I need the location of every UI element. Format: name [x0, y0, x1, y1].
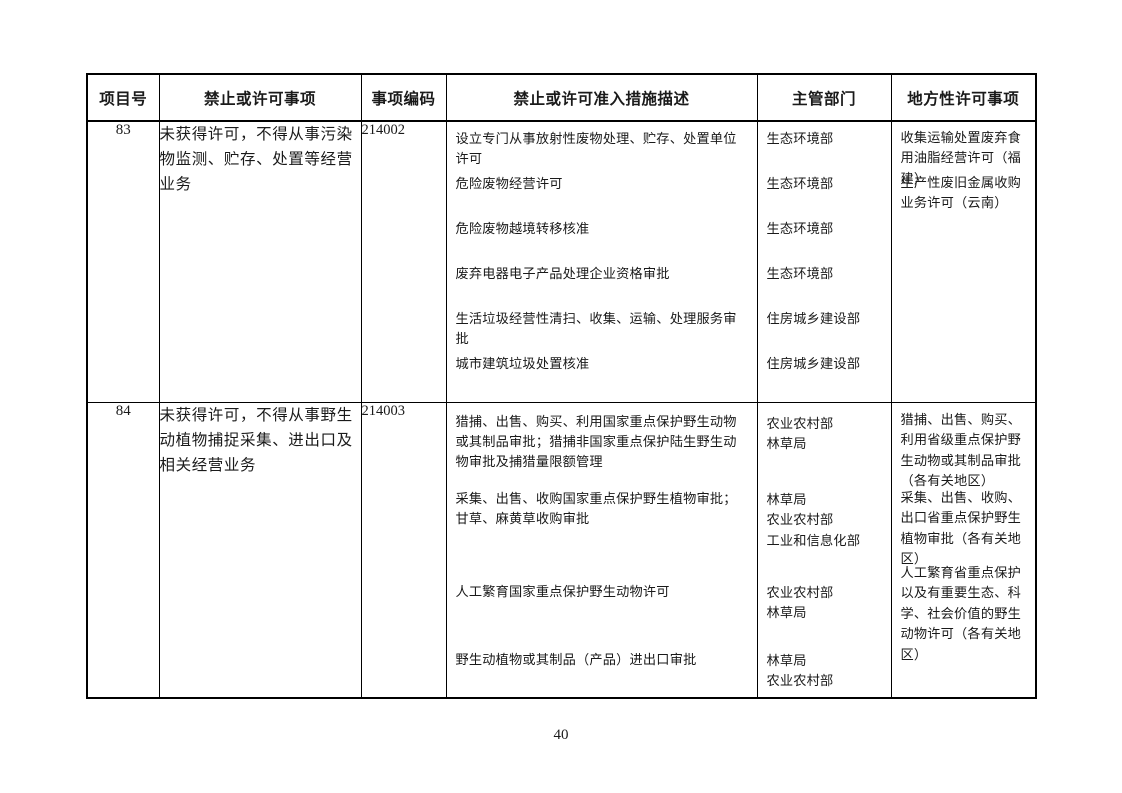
- department-name: 林草局 农业农村部: [766, 654, 834, 690]
- cell-departments: 生态环境部 生态环境部 生态环境部 生态环境部 住房城乡建设部: [756, 120, 892, 403]
- measure-block: 城市建筑垃圾处置核准: [447, 355, 757, 375]
- column-header-department: 主管部门: [756, 74, 892, 122]
- market-access-negative-list-table: 项目号 禁止或许可事项 事项编码 禁止或许可准入措施描述 主管部门 地方性许可事…: [86, 73, 1037, 699]
- department-name: 生态环境部: [766, 222, 834, 237]
- department-name: 住房城乡建设部: [766, 312, 861, 327]
- department-name: 林草局 农业农村部 工业和信息化部: [766, 493, 861, 549]
- measure-block: 废弃电器电子产品处理企业资格审批: [447, 265, 757, 285]
- cell-item-code: 214002: [360, 120, 447, 403]
- department-block: 林草局 农业农村部: [758, 652, 891, 693]
- measure-block: 人工繁育国家重点保护野生动物许可: [447, 583, 757, 603]
- cell-measure-descriptions: 设立专门从事放射性废物处理、贮存、处置单位许可 危险废物经营许可 危险废物越境转…: [445, 120, 758, 403]
- measure-block: 猎捕、出售、购买、利用国家重点保护野生动物或其制品审批；猎捕非国家重点保护陆生野…: [447, 413, 757, 473]
- measure-description: 人工繁育国家重点保护野生动物许可: [455, 585, 670, 600]
- department-block: 农业农村部 林草局: [758, 415, 891, 456]
- cell-local-permits: 猎捕、出售、购买、利用省级重点保护野生动物或其制品审批（各有关地区） 采集、出售…: [890, 402, 1037, 699]
- local-permit-block: 生产性废旧金属收购业务许可（云南）: [892, 174, 1036, 215]
- department-name: 生态环境部: [766, 177, 834, 192]
- local-permit-item: 采集、出售、收购、出口省重点保护野生植物审批（各有关地区）: [900, 491, 1021, 568]
- cell-measure-descriptions: 猎捕、出售、购买、利用国家重点保护野生动物或其制品审批；猎捕非国家重点保护陆生野…: [445, 402, 758, 699]
- measure-description: 生活垃圾经营性清扫、收集、运输、处理服务审批: [455, 312, 737, 348]
- measure-description: 设立专门从事放射性废物处理、贮存、处置单位许可: [455, 132, 737, 168]
- cell-local-permits: 收集运输处置废弃食用油脂经营许可（福建） 生产性废旧金属收购业务许可（云南）: [890, 120, 1037, 403]
- table-body: 83 未获得许可，不得从事污染物监测、贮存、处置等经营业务 214002 设立专…: [86, 120, 1037, 699]
- measure-description: 危险废物越境转移核准: [455, 222, 590, 237]
- department-name: 生态环境部: [766, 132, 834, 147]
- measure-block: 野生动植物或其制品（产品）进出口审批: [447, 651, 757, 671]
- department-block: 生态环境部: [758, 265, 891, 285]
- department-name: 农业农村部 林草局: [766, 417, 834, 453]
- measure-description: 废弃电器电子产品处理企业资格审批: [455, 267, 670, 282]
- local-permit-block: 收集运输处置废弃食用油脂经营许可（福建）: [892, 129, 1036, 190]
- department-name: 住房城乡建设部: [766, 357, 861, 372]
- department-block: 生态环境部: [758, 130, 891, 150]
- column-header-measure-desc: 禁止或许可准入措施描述: [445, 74, 758, 122]
- measure-block: 危险废物越境转移核准: [447, 220, 757, 240]
- department-name: 生态环境部: [766, 267, 834, 282]
- measure-block: 生活垃圾经营性清扫、收集、运输、处理服务审批: [447, 310, 757, 350]
- measure-description: 猎捕、出售、购买、利用国家重点保护野生动物或其制品审批；猎捕非国家重点保护陆生野…: [455, 415, 737, 471]
- cell-item-number: 83: [86, 120, 160, 403]
- local-permit-item: 生产性废旧金属收购业务许可（云南）: [900, 176, 1021, 212]
- column-header-local-permit: 地方性许可事项: [890, 74, 1037, 122]
- column-header-prohibited-item: 禁止或许可事项: [158, 74, 362, 122]
- cell-prohibited-item: 未获得许可，不得从事野生动植物捕捉采集、进出口及相关经营业务: [158, 402, 362, 699]
- table-header: 项目号 禁止或许可事项 事项编码 禁止或许可准入措施描述 主管部门 地方性许可事…: [86, 74, 1037, 122]
- measure-description: 野生动植物或其制品（产品）进出口审批: [455, 653, 697, 668]
- cell-item-code: 214003: [360, 402, 447, 699]
- local-permit-item: 猎捕、出售、购买、利用省级重点保护野生动物或其制品审批（各有关地区）: [900, 413, 1021, 490]
- local-permit-item: 人工繁育省重点保护以及有重要生态、科学、社会价值的野生动物许可（各有关地区）: [900, 566, 1021, 663]
- table-row: 84 未获得许可，不得从事野生动植物捕捉采集、进出口及相关经营业务 214003…: [86, 402, 1037, 699]
- department-block: 住房城乡建设部: [758, 355, 891, 375]
- measure-description: 危险废物经营许可: [455, 177, 563, 192]
- local-permit-block: 采集、出售、收购、出口省重点保护野生植物审批（各有关地区）: [892, 489, 1036, 571]
- table-row: 83 未获得许可，不得从事污染物监测、贮存、处置等经营业务 214002 设立专…: [86, 120, 1037, 403]
- local-permit-block: 猎捕、出售、购买、利用省级重点保护野生动物或其制品审批（各有关地区）: [892, 411, 1036, 493]
- department-block: 住房城乡建设部: [758, 310, 891, 330]
- column-header-item-code: 事项编码: [360, 74, 447, 122]
- local-permit-item: 收集运输处置废弃食用油脂经营许可（福建）: [900, 131, 1021, 187]
- measure-description: 城市建筑垃圾处置核准: [455, 357, 590, 372]
- local-permit-block: 人工繁育省重点保护以及有重要生态、科学、社会价值的野生动物许可（各有关地区）: [892, 564, 1036, 666]
- cell-departments: 农业农村部 林草局 林草局 农业农村部 工业和信息化部 农业农村部 林草局 林草…: [756, 402, 892, 699]
- measure-description: 采集、出售、收购国家重点保护野生植物审批；甘草、麻黄草收购审批: [455, 492, 737, 528]
- cell-item-number: 84: [86, 402, 160, 699]
- department-block: 农业农村部 林草局: [758, 584, 891, 625]
- department-block: 林草局 农业农村部 工业和信息化部: [758, 491, 891, 552]
- table-header-row: 项目号 禁止或许可事项 事项编码 禁止或许可准入措施描述 主管部门 地方性许可事…: [86, 74, 1037, 122]
- column-header-item-number: 项目号: [86, 74, 160, 122]
- department-block: 生态环境部: [758, 175, 891, 195]
- cell-prohibited-item: 未获得许可，不得从事污染物监测、贮存、处置等经营业务: [158, 120, 362, 403]
- page-number: 40: [553, 727, 569, 743]
- measure-block: 设立专门从事放射性废物处理、贮存、处置单位许可: [447, 130, 757, 170]
- department-name: 农业农村部 林草局: [766, 586, 834, 622]
- measure-block: 采集、出售、收购国家重点保护野生植物审批；甘草、麻黄草收购审批: [447, 490, 757, 530]
- measure-block: 危险废物经营许可: [447, 175, 757, 195]
- department-block: 生态环境部: [758, 220, 891, 240]
